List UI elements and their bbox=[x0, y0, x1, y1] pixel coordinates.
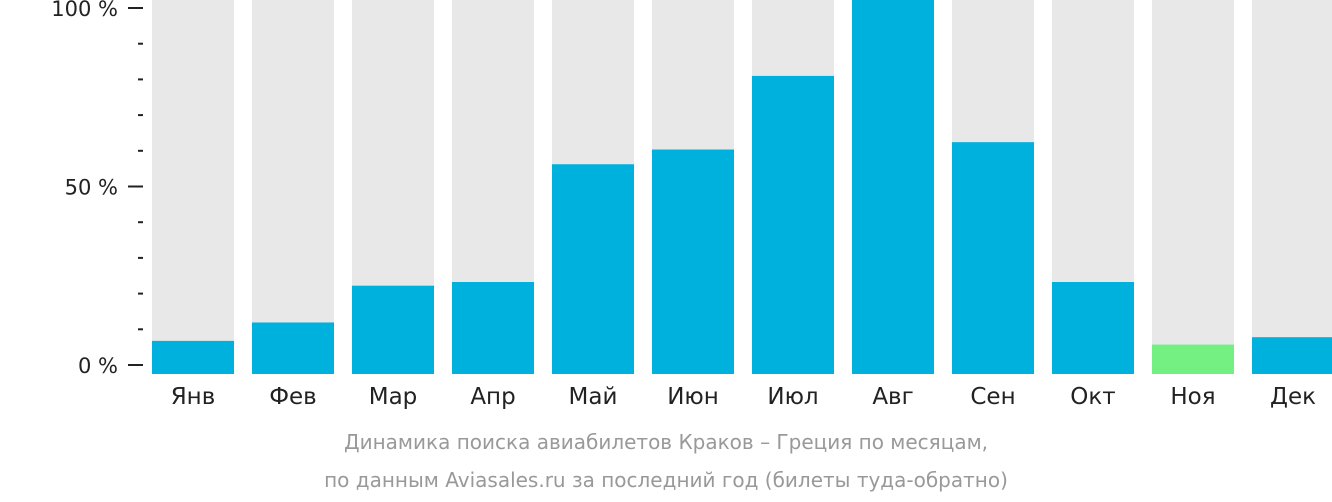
bar-track-0 bbox=[152, 0, 234, 374]
x-tick-label-6: Июл bbox=[767, 384, 818, 410]
x-axis-labels: Янв Фев Мар Апр Май Июн Июл Авг Сен Окт Ноя Дек bbox=[171, 384, 1316, 410]
x-tick-label-0: Янв bbox=[171, 384, 216, 410]
bar-10 bbox=[1152, 344, 1234, 374]
bar-7 bbox=[852, 0, 934, 374]
x-tick-label-11: Дек bbox=[1270, 384, 1316, 410]
bar-8 bbox=[952, 142, 1034, 374]
x-tick-label-1: Фев bbox=[269, 384, 317, 410]
y-tick-label-1: 50 % bbox=[65, 176, 118, 200]
bar-11 bbox=[1252, 337, 1332, 374]
bar-tracks bbox=[152, 0, 1332, 374]
bar-3 bbox=[452, 282, 534, 374]
x-tick-label-5: Июн bbox=[667, 384, 719, 410]
x-tick-label-10: Ноя bbox=[1170, 384, 1215, 410]
y-tick-label-2: 100 % bbox=[51, 0, 118, 21]
bar-2 bbox=[352, 285, 434, 374]
x-tick-label-7: Авг bbox=[872, 384, 913, 410]
bar-track-11 bbox=[1252, 0, 1332, 374]
x-tick-label-2: Мар bbox=[369, 384, 418, 410]
y-axis: 0 % 50 % 100 % bbox=[51, 0, 143, 378]
chart-caption-line-2: по данным Aviasales.ru за последний год … bbox=[324, 468, 1008, 492]
x-tick-label-4: Май bbox=[569, 384, 618, 410]
bar-4 bbox=[552, 164, 634, 374]
x-tick-label-9: Окт bbox=[1070, 384, 1115, 410]
x-tick-label-3: Апр bbox=[470, 384, 515, 410]
bar-9 bbox=[1052, 282, 1134, 374]
y-tick-label-0: 0 % bbox=[78, 354, 118, 378]
bar-1 bbox=[252, 322, 334, 374]
bar-5 bbox=[652, 149, 734, 374]
x-tick-label-8: Сен bbox=[970, 384, 1015, 410]
bar-track-10 bbox=[1152, 0, 1234, 374]
bar-6 bbox=[752, 75, 834, 375]
bar-track-1 bbox=[252, 0, 334, 374]
chart-caption-line-1: Динамика поиска авиабилетов Краков – Гре… bbox=[343, 430, 989, 454]
bar-0 bbox=[152, 340, 234, 374]
bars bbox=[152, 0, 1332, 375]
bar-chart: 0 % 50 % 100 % Янв Фев Мар Апр Май Июн Июл Авг Сен… bbox=[51, 0, 1332, 410]
